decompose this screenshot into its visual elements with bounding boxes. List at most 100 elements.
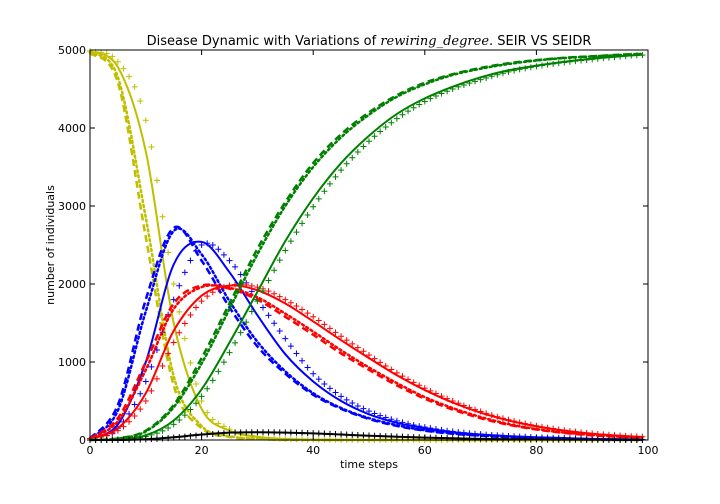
marker-S-16 [176, 308, 183, 315]
marker-D-81 [538, 436, 545, 443]
y-tick-label: 2000 [58, 278, 86, 291]
marker-E-7 [126, 418, 133, 425]
marker-E-56 [399, 373, 406, 380]
marker-I-64 [444, 427, 451, 434]
marker-I-62 [432, 426, 439, 433]
marker-I-26 [232, 263, 239, 270]
marker-I-21 [204, 240, 211, 247]
marker-R-43 [326, 180, 333, 187]
marker-S-15 [170, 281, 177, 287]
marker-R-18 [187, 406, 194, 413]
marker-E-93 [605, 431, 612, 438]
marker-D-72 [488, 435, 495, 442]
marker-E-20 [198, 298, 205, 305]
marker-R-27 [237, 329, 244, 336]
marker-I-22 [209, 242, 216, 249]
marker-I-23 [215, 246, 222, 253]
marker-R-79 [527, 64, 534, 71]
marker-E-19 [193, 304, 200, 311]
marker-D-76 [511, 436, 518, 443]
marker-D-48 [354, 431, 361, 438]
marker-E-86 [566, 427, 573, 434]
marker-E-25 [226, 282, 233, 289]
marker-R-91 [594, 55, 601, 62]
marker-R-29 [248, 308, 255, 315]
marker-D-21 [204, 431, 211, 438]
marker-D-43 [326, 430, 333, 437]
marker-D-59 [416, 434, 423, 441]
marker-I-60 [421, 424, 428, 431]
marker-E-11 [148, 387, 155, 394]
marker-D-70 [477, 435, 484, 442]
marker-I-9 [137, 390, 144, 397]
marker-I-35 [282, 335, 289, 342]
marker-R-80 [533, 63, 540, 70]
marker-R-17 [181, 412, 188, 419]
marker-R-40 [310, 203, 317, 210]
marker-E-43 [326, 325, 333, 332]
marker-E-57 [405, 376, 412, 383]
marker-S-19 [193, 381, 200, 388]
marker-I-39 [304, 364, 311, 371]
marker-E-22 [209, 289, 216, 296]
marker-E-37 [293, 303, 300, 310]
marker-I-51 [371, 410, 378, 417]
marker-S-3 [103, 50, 110, 57]
marker-D-45 [338, 431, 345, 438]
marker-I-59 [416, 423, 423, 430]
marker-I-20 [198, 242, 205, 248]
marker-E-83 [550, 425, 557, 432]
marker-E-73 [494, 413, 501, 420]
marker-E-29 [248, 282, 255, 289]
marker-R-86 [566, 58, 573, 65]
marker-R-47 [349, 154, 356, 161]
marker-E-75 [505, 416, 512, 423]
marker-E-16 [176, 329, 183, 336]
series-E-dotted [88, 284, 644, 440]
marker-E-77 [516, 419, 523, 426]
marker-D-54 [388, 433, 395, 440]
marker-I-34 [276, 328, 283, 335]
marker-I-38 [299, 357, 306, 364]
marker-E-88 [578, 429, 585, 436]
marker-I-18 [187, 257, 194, 264]
marker-R-19 [193, 400, 200, 407]
marker-S-5 [114, 58, 121, 65]
marker-I-44 [332, 389, 339, 396]
marker-E-53 [382, 362, 389, 369]
y-tick-label: 3000 [58, 200, 86, 213]
marker-R-72 [488, 73, 495, 80]
marker-R-63 [438, 90, 445, 97]
marker-E-71 [483, 410, 490, 417]
marker-I-47 [349, 400, 356, 407]
marker-D-31 [259, 429, 266, 436]
marker-E-40 [310, 313, 317, 320]
marker-S-10 [142, 117, 149, 124]
marker-E-15 [170, 339, 177, 346]
marker-D-78 [522, 436, 529, 443]
chart-title: Disease Dynamic with Variations of rewir… [147, 34, 592, 49]
marker-S-24 [220, 423, 227, 430]
marker-E-67 [460, 402, 467, 409]
marker-D-28 [243, 429, 250, 436]
marker-D-35 [282, 429, 289, 436]
marker-R-77 [516, 66, 523, 73]
marker-S-17 [181, 335, 188, 342]
y-tick-label: 1000 [58, 356, 86, 369]
x-tick-label: 0 [87, 444, 94, 457]
marker-D-79 [527, 436, 534, 443]
marker-R-21 [204, 385, 211, 392]
marker-E-85 [561, 427, 568, 434]
marker-E-70 [477, 408, 484, 415]
y-tick-label: 0 [79, 434, 86, 447]
marker-R-88 [578, 57, 585, 64]
marker-E-17 [181, 320, 188, 327]
marker-R-22 [209, 377, 216, 384]
marker-E-9 [137, 406, 144, 413]
marker-E-69 [472, 406, 479, 413]
marker-D-71 [483, 435, 490, 442]
marker-R-31 [259, 287, 266, 294]
marker-D-46 [343, 431, 350, 438]
marker-E-62 [432, 390, 439, 397]
